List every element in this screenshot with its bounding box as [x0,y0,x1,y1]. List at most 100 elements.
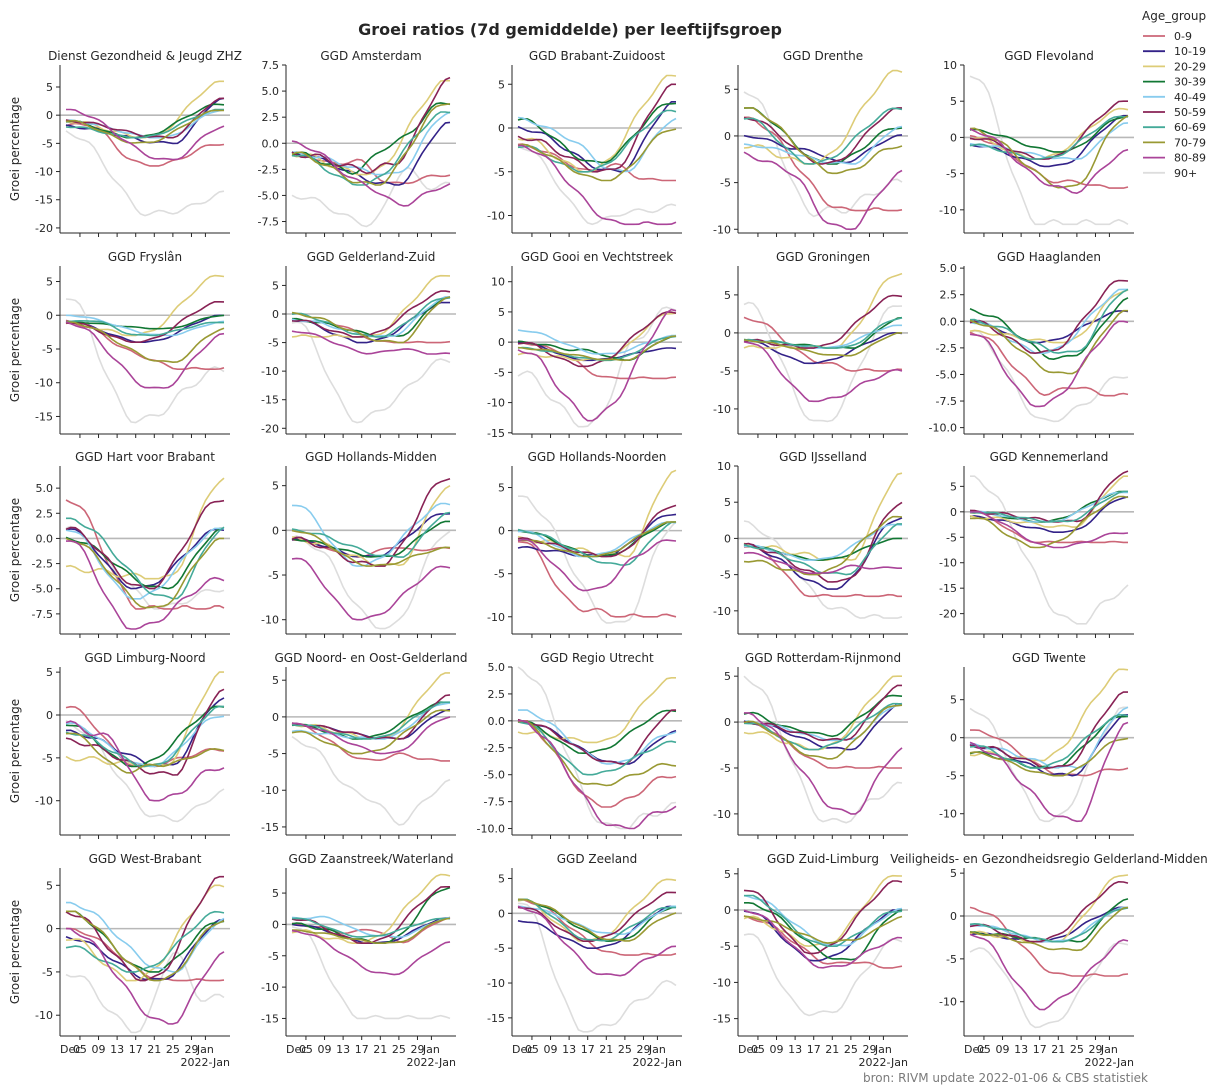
x-tick-label: 21 [147,1043,161,1056]
subplot-title: GGD Limburg-Noord [84,651,205,665]
y-tick-label: 10 [717,460,731,473]
y-tick-label: 5 [498,306,505,319]
subplot: GGD Haaglanden 5.0 2.5 0.0 -2.5 -5.0 -7.5 -10.0 [929,250,1134,438]
y-tick-label: 0.0 [940,315,958,328]
y-tick-label: 5 [724,496,731,509]
series-line-20-29 [743,675,902,751]
series-line-0-9 [969,331,1129,397]
x-tick-label: 13 [110,1043,124,1056]
series-line-90+ [517,902,677,1033]
subplot: GGD Limburg-Noord 5 0 -5 -10 Groei percentage [8,651,230,839]
series-line-0-9 [743,545,902,598]
series-line-60-69 [517,521,677,566]
legend-label: 70-79 [1174,136,1206,149]
series-line-80-89 [517,308,677,422]
series-line-70-79 [517,335,677,362]
series-line-60-69 [65,108,224,139]
series-line-30-39 [291,520,450,558]
series-line-80-89 [969,320,1129,408]
series-line-50-59 [65,688,225,776]
series-line-20-29 [291,873,451,944]
x-year-label: 2022-Jan [632,1056,682,1069]
y-tick-label: 0 [498,336,505,349]
y-tick-label: -5.0 [258,189,279,202]
subplot-grid: Dienst Gezondheid & Jeugd ZHZ 5 0 -5 -10 -15 -… [8,49,1208,1069]
y-tick-label: -10 [713,605,731,618]
series-line-80-89 [517,905,677,977]
y-tick-label: 0 [46,309,53,322]
x-tick-label: 05 [977,1043,991,1056]
y-tick-label: -10 [35,1009,53,1022]
x-tick-label: 25 [618,1043,632,1056]
y-tick-label: 0 [272,918,279,931]
series-line-80-89 [969,721,1129,823]
y-tick-label: 0 [498,907,505,920]
y-tick-label: 2.5 [262,111,280,124]
subplot: GGD Hollands-Midden 5 0 -5 -10 [261,450,456,638]
series-line-90+ [291,166,451,228]
subplot-title: GGD Noord- en Oost-Gelderland [275,651,468,665]
subplot-title: GGD Hollands-Noorden [528,450,667,464]
series-line-20-29 [969,874,1129,943]
subplot: GGD Regio Utrecht 5.0 2.5 0.0 -2.5 -5.0 -7.5 -1… [477,651,682,839]
series-line-60-69 [969,714,1129,769]
series-line-70-79 [969,906,1129,952]
y-tick-label: -5 [268,748,279,761]
x-tick-label: 13 [788,1043,802,1056]
y-axis-label: Groei percentage [8,298,22,402]
y-tick-label: 5 [724,289,731,302]
series-line-50-59 [969,881,1129,943]
subplot: GGD Noord- en Oost-Gelderland 5 0 -5 -10 -15 [261,651,467,839]
series-line-30-39 [65,314,225,330]
series-line-0-9 [518,898,677,956]
x-tick-label: 05 [751,1043,765,1056]
series-line-60-69 [969,115,1129,160]
y-tick-label: -5 [720,569,731,582]
y-tick-label: -10 [487,611,505,624]
x-tick-label: 29 [1088,1043,1102,1056]
y-tick-label: -5 [946,953,957,966]
series-line-40-49 [65,314,225,337]
subplot-title: Dienst Gezondheid & Jeugd ZHZ [48,49,242,63]
series-line-90+ [291,735,451,826]
y-axis-label: Groei percentage [8,900,22,1004]
y-tick-label: -10.0 [477,823,505,836]
series-line-10-19 [517,101,676,173]
series-line-70-79 [291,296,451,344]
x-tick-label: 25 [392,1043,406,1056]
y-tick-label: 0 [950,506,957,519]
y-tick-label: 0 [950,131,957,144]
y-tick-label: 5 [272,279,279,292]
legend: Age_group 0-9 10-19 20-29 30-39 40-49 50-59 60… [1142,9,1206,180]
y-tick-label: -5.0 [32,583,53,596]
x-tick-label: 25 [1070,1043,1084,1056]
y-tick-label: -2.5 [936,342,957,355]
y-tick-label: -10 [713,403,731,416]
series-line-70-79 [291,103,451,186]
legend-label: 40-49 [1174,91,1206,104]
y-tick-label: -5 [720,940,731,953]
x-tick-label: 13 [562,1043,576,1056]
y-tick-label: 0 [724,904,731,917]
series-line-80-89 [518,144,677,226]
x-tick-label: 17 [355,1043,369,1056]
y-tick-label: 2.5 [940,289,958,302]
series-line-90+ [291,530,451,630]
y-tick-label: 0.0 [262,137,280,150]
y-tick-label: 5 [950,95,957,108]
y-tick-label: 5 [46,81,53,94]
series-line-20-29 [969,107,1129,160]
y-tick-label: -5 [720,365,731,378]
series-line-80-89 [743,909,903,969]
series-line-30-39 [518,898,677,942]
series-line-70-79 [969,737,1129,777]
y-tick-label: -5 [494,568,505,581]
series-line-60-69 [969,288,1129,354]
series-line-10-19 [969,114,1128,168]
series-line-20-29 [969,289,1129,344]
y-tick-label: -10 [713,223,731,236]
y-tick-label: -7.5 [258,216,279,229]
y-tick-label: -5 [946,531,957,544]
x-tick-label: 21 [373,1043,387,1056]
